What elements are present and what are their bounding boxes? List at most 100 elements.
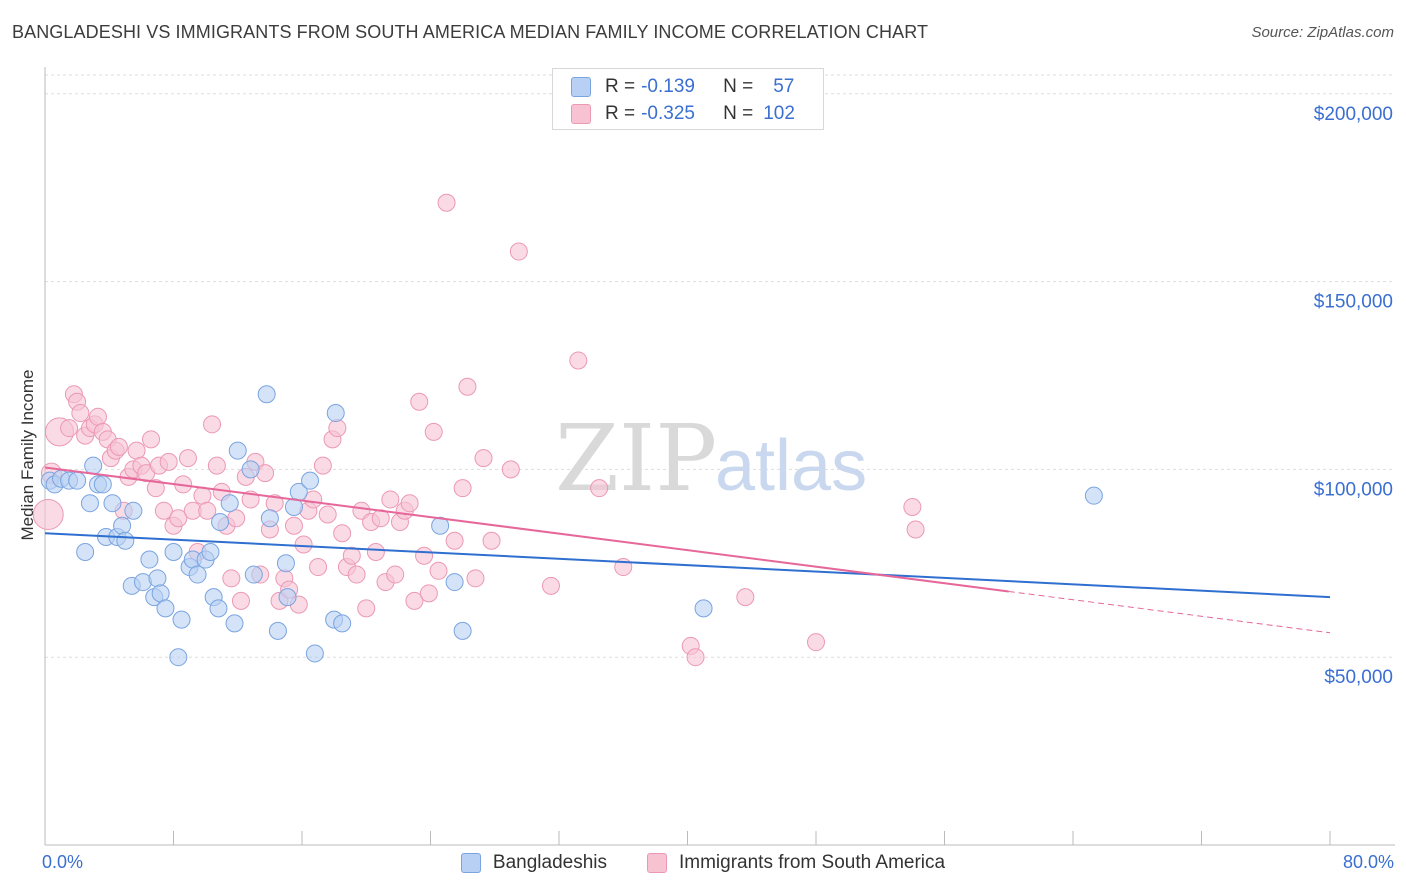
series-legend: Bangladeshis Immigrants from South Ameri…: [0, 852, 1406, 874]
point-south-america: [386, 565, 405, 584]
point-bangladeshi: [1084, 486, 1103, 505]
point-south-america: [466, 569, 485, 588]
point-south-america: [328, 419, 347, 438]
point-bangladeshi: [103, 494, 122, 513]
trend-line-extension: [1008, 590, 1331, 634]
legend-row-bangladeshis: R = -0.139 N = 57: [571, 75, 794, 99]
point-south-america: [284, 516, 303, 535]
r-label: R =: [605, 103, 636, 124]
point-south-america: [569, 351, 588, 370]
n-value: 57: [773, 76, 795, 97]
point-south-america: [309, 558, 328, 577]
axes: [44, 67, 1395, 846]
point-bangladeshi: [80, 494, 99, 513]
point-south-america: [429, 561, 448, 580]
series-label: Immigrants from South America: [679, 852, 946, 873]
point-south-america: [109, 437, 128, 456]
point-bangladeshi: [211, 512, 230, 531]
correlation-legend: R = -0.139 N = 57 R = -0.325 N = 102: [552, 68, 824, 130]
point-south-america: [906, 520, 925, 539]
point-bangladeshi: [228, 441, 247, 460]
point-south-america: [154, 501, 173, 520]
point-bangladeshi: [305, 644, 324, 663]
point-south-america: [127, 441, 146, 460]
series-swatch-pink: [647, 853, 667, 873]
point-bangladeshi: [209, 599, 228, 618]
series-swatch-blue: [460, 853, 481, 873]
point-south-america: [410, 392, 429, 411]
point-south-america: [333, 524, 352, 543]
point-south-america: [366, 543, 385, 562]
r-value: -0.139: [641, 76, 695, 97]
x-tick-label-max: 80.0%: [1342, 852, 1394, 872]
y-tick-label: $50,000: [1324, 667, 1393, 688]
point-south-america: [169, 509, 188, 528]
point-south-america: [318, 505, 337, 524]
point-bangladeshi: [225, 614, 244, 633]
point-bangladeshi: [113, 516, 132, 535]
r-label: R =: [605, 76, 636, 97]
point-bangladeshi: [124, 501, 143, 520]
point-south-america: [357, 599, 376, 618]
point-south-america: [686, 648, 705, 667]
point-south-america: [405, 591, 424, 610]
point-south-america: [60, 419, 79, 438]
r-value: -0.325: [641, 103, 695, 124]
watermark-zip: ZIP: [555, 405, 717, 512]
point-south-america: [193, 486, 212, 505]
point-south-america: [509, 242, 528, 261]
point-south-america: [903, 497, 922, 516]
point-bangladeshi: [68, 471, 87, 490]
trend-line: [44, 466, 1009, 593]
chart-source: Source: ZipAtlas.com: [1251, 24, 1394, 41]
point-south-america: [178, 449, 197, 468]
point-bangladeshi: [220, 494, 239, 513]
point-south-america: [198, 501, 217, 520]
trend-line: [44, 532, 1331, 599]
point-bangladeshi: [76, 543, 95, 562]
watermark-atlas: atlas: [715, 426, 867, 506]
point-bangladeshi: [276, 554, 295, 573]
point-south-america: [32, 498, 64, 530]
point-bangladeshi: [116, 531, 135, 550]
point-bangladeshi: [244, 565, 263, 584]
point-bangladeshi: [151, 584, 170, 603]
point-south-america: [231, 591, 250, 610]
points: [32, 193, 1103, 667]
point-south-america: [445, 531, 464, 550]
point-bangladeshi: [301, 471, 320, 490]
point-south-america: [541, 576, 560, 595]
point-south-america: [142, 430, 161, 449]
point-south-america: [736, 588, 755, 607]
point-bangladeshi: [278, 588, 297, 607]
point-south-america: [347, 565, 366, 584]
point-bangladeshi: [260, 509, 279, 528]
point-south-america: [203, 415, 222, 434]
point-south-america: [89, 407, 108, 426]
point-bangladeshi: [84, 456, 103, 475]
point-bangladeshi: [93, 475, 112, 494]
point-south-america: [342, 546, 361, 565]
watermark: ZIP atlas: [555, 405, 867, 512]
legend-swatch-blue: [571, 77, 591, 97]
point-bangladeshi: [431, 516, 450, 535]
series-legend-south-america: Immigrants from South America: [647, 852, 945, 874]
point-south-america: [482, 531, 501, 550]
point-south-america: [590, 479, 609, 498]
point-south-america: [294, 535, 313, 554]
point-south-america: [400, 494, 419, 513]
point-south-america: [501, 460, 520, 479]
y-tick-label: $150,000: [1314, 292, 1393, 313]
point-south-america: [222, 569, 241, 588]
point-south-america: [458, 377, 477, 396]
point-bangladeshi: [148, 569, 167, 588]
point-south-america: [146, 479, 165, 498]
point-south-america: [437, 193, 456, 212]
n-label: N =: [723, 76, 754, 97]
point-bangladeshi: [169, 648, 188, 667]
point-bangladeshi: [453, 621, 472, 640]
point-south-america: [207, 456, 226, 475]
point-bangladeshi: [445, 573, 464, 592]
point-south-america: [424, 422, 443, 441]
